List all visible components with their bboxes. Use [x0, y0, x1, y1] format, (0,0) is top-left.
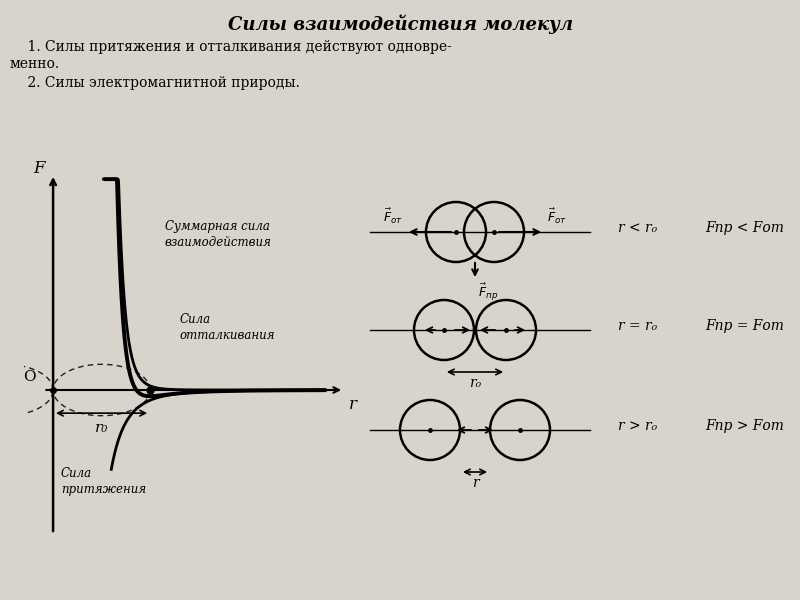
Text: O: O: [23, 370, 36, 384]
Text: менно.: менно.: [10, 57, 60, 71]
Text: r₀: r₀: [469, 376, 481, 390]
Text: F: F: [33, 160, 44, 176]
Text: $\vec{F}_{от}$: $\vec{F}_{от}$: [547, 206, 567, 226]
Text: 2. Силы электромагнитной природы.: 2. Силы электромагнитной природы.: [10, 76, 300, 90]
Text: r = r₀: r = r₀: [618, 319, 658, 333]
Text: Силы взаимодействия молекул: Силы взаимодействия молекул: [227, 15, 573, 34]
Text: Сила
отталкивания: Сила отталкивания: [179, 313, 274, 342]
Text: Fпр > Fот: Fпр > Fот: [705, 419, 784, 433]
Text: Fпр < Fот: Fпр < Fот: [705, 221, 784, 235]
Text: $\vec{F}_{пр}$: $\vec{F}_{пр}$: [478, 282, 498, 303]
Text: $\vec{F}_{от}$: $\vec{F}_{от}$: [383, 206, 403, 226]
Text: Сила
притяжения: Сила притяжения: [61, 467, 146, 496]
Text: Fпр = Fот: Fпр = Fот: [705, 319, 784, 333]
Text: r < r₀: r < r₀: [618, 221, 658, 235]
Text: r: r: [472, 476, 478, 490]
Text: r₀: r₀: [95, 421, 108, 435]
Text: r > r₀: r > r₀: [618, 419, 658, 433]
Text: 1. Силы притяжения и отталкивания действуют одновре-: 1. Силы притяжения и отталкивания действ…: [10, 40, 452, 54]
Text: r: r: [349, 396, 357, 413]
Text: Суммарная сила
взаимодействия: Суммарная сила взаимодействия: [165, 220, 271, 249]
